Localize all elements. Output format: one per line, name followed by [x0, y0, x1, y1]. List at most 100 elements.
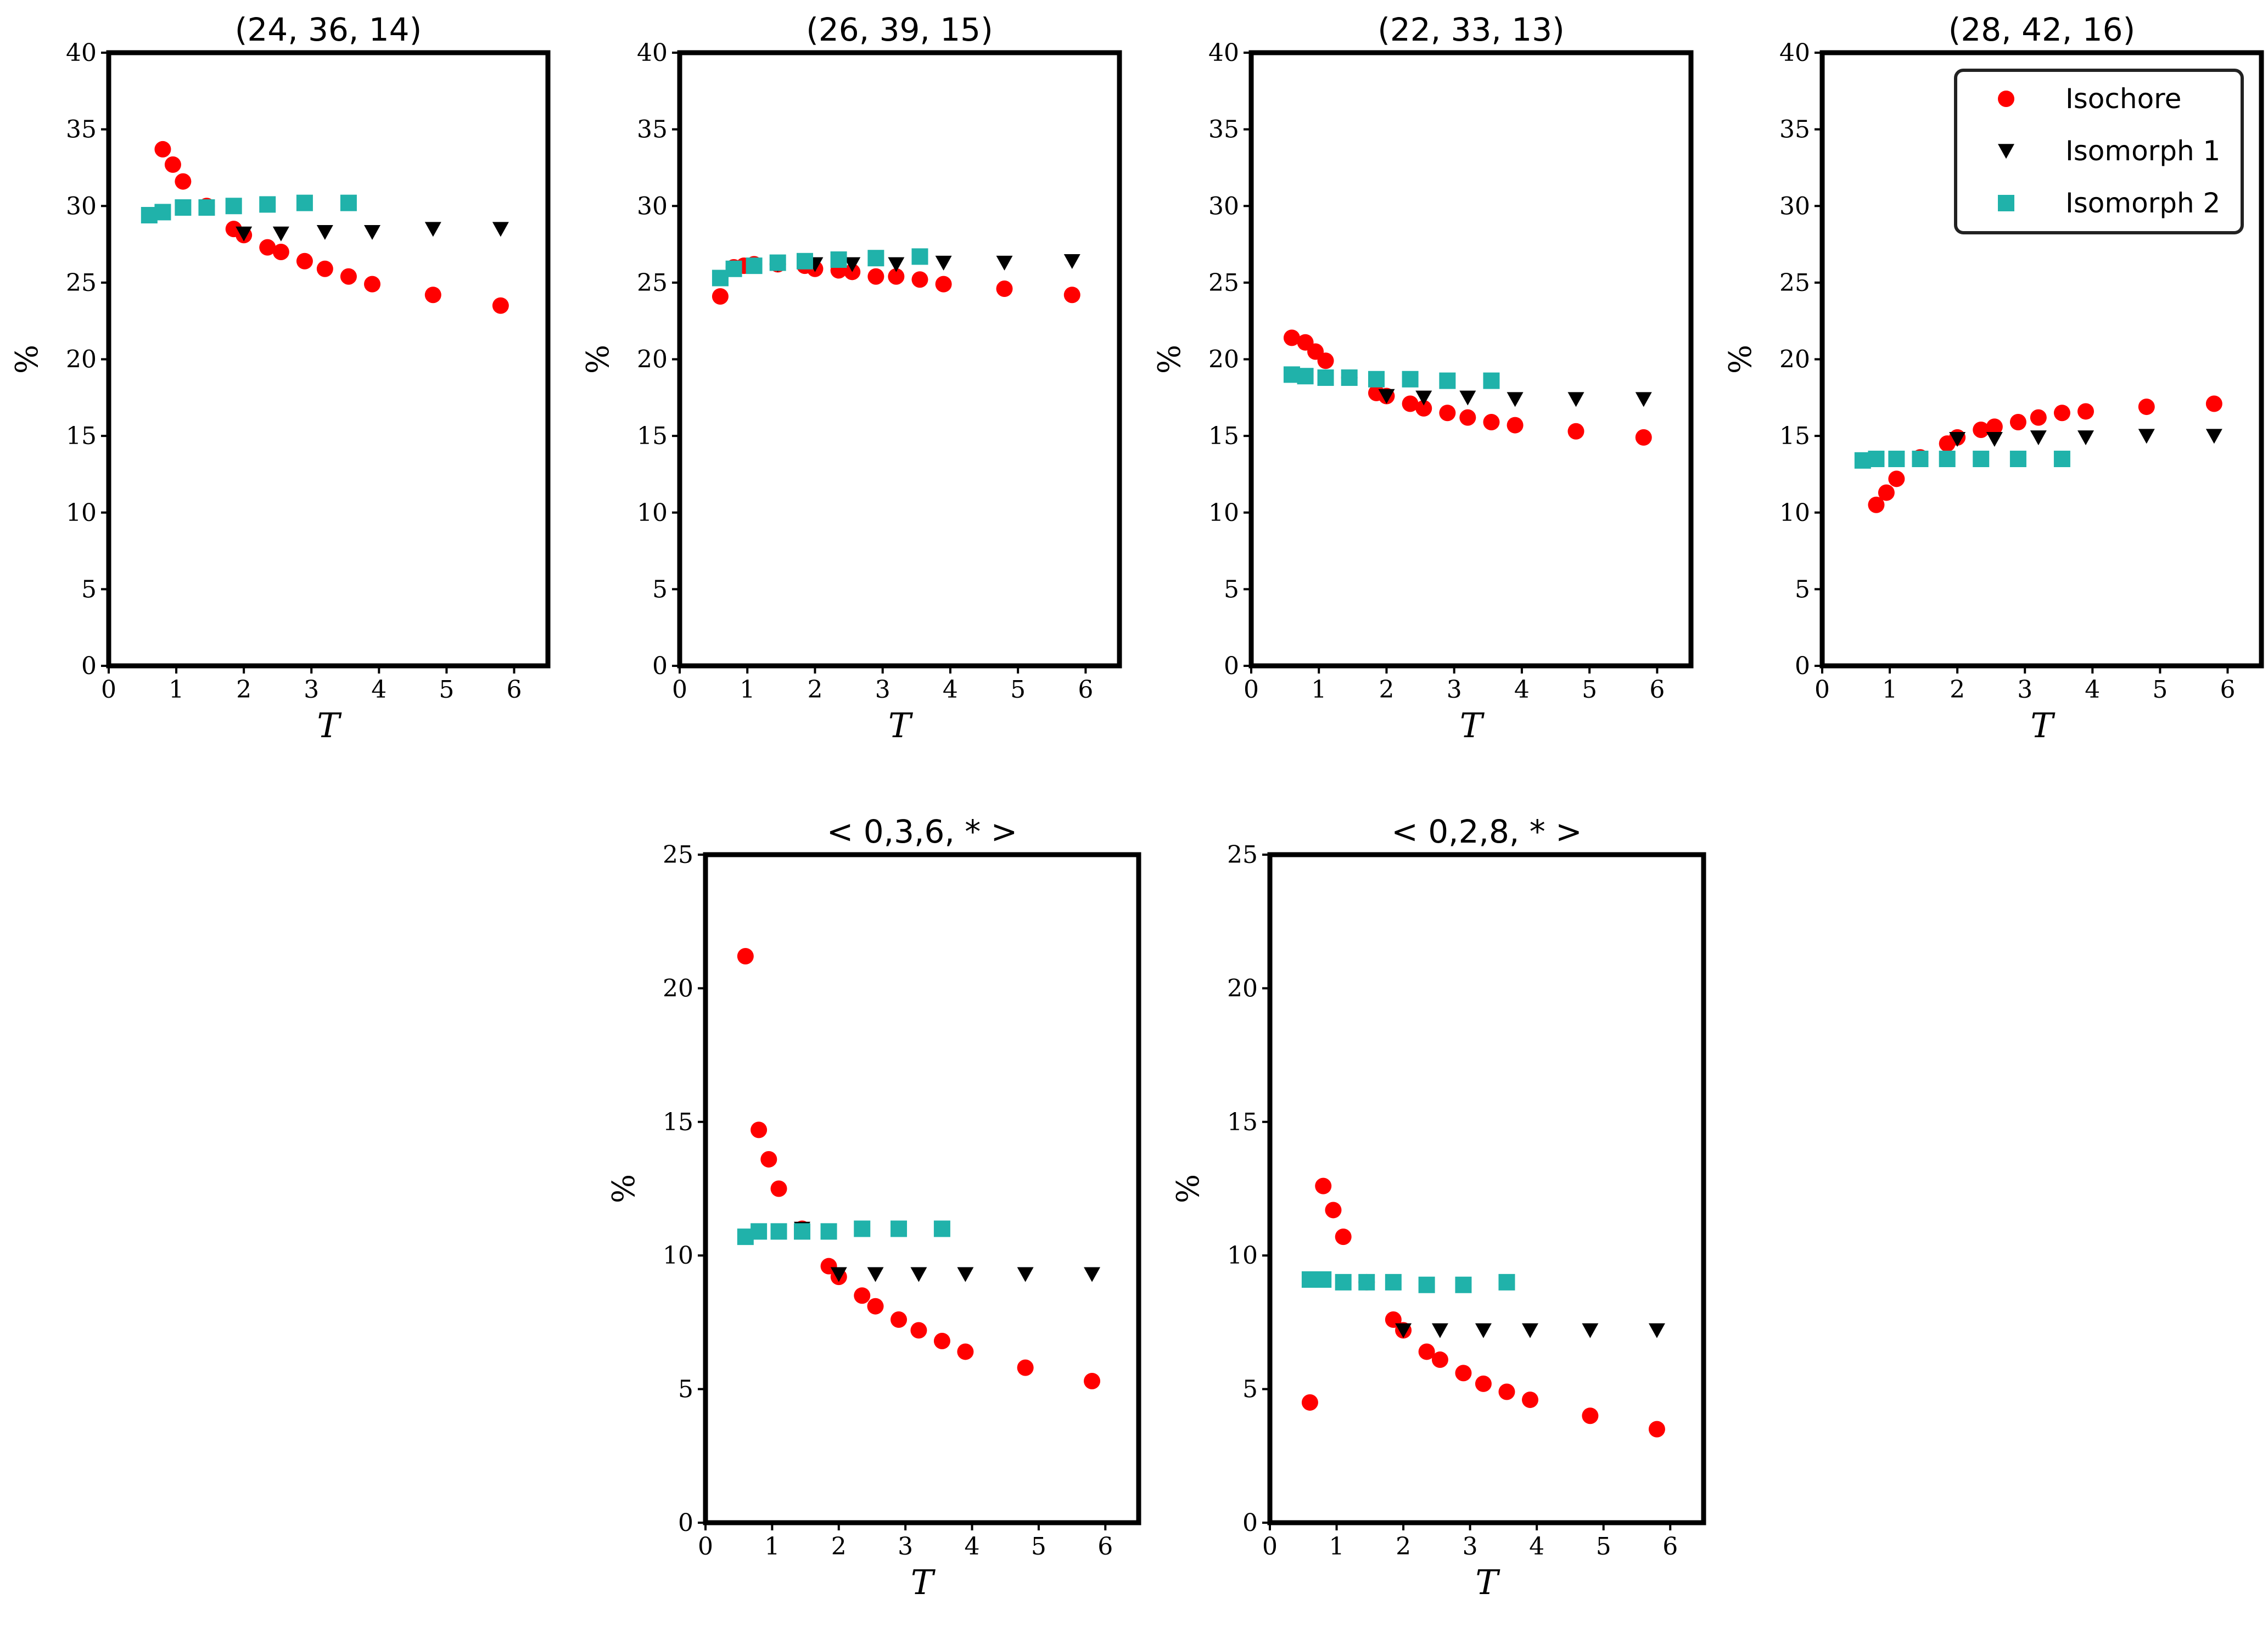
- data-point-isochore: [164, 156, 181, 173]
- data-point-isomorph-1: [1522, 1323, 1538, 1338]
- data-point-isomorph-1: [888, 257, 905, 272]
- y-axis-label: %: [9, 345, 45, 374]
- data-point-isochore: [1507, 417, 1524, 434]
- y-tick-label: 25: [66, 269, 97, 297]
- plot-frame: [1267, 852, 1706, 1525]
- data-point-isomorph-1: [1567, 392, 1584, 407]
- x-tick-label: 5: [2152, 676, 2168, 704]
- data-point-isochore: [154, 141, 171, 158]
- data-point-isochore: [364, 276, 380, 293]
- data-point-isomorph-2: [225, 198, 242, 215]
- data-point-isochore: [910, 1322, 927, 1339]
- data-point-isomorph-2: [725, 260, 742, 277]
- x-tick-label: 1: [169, 676, 184, 704]
- legend-label-isomorph-1: Isomorph 1: [2065, 135, 2220, 167]
- legend-frame: [1954, 69, 2244, 234]
- y-tick-label: 25: [663, 841, 693, 869]
- data-point-isomorph-2: [891, 1220, 908, 1237]
- y-tick-label: 35: [1779, 116, 1810, 144]
- data-point-isomorph-2: [1439, 372, 1456, 389]
- y-tick-label: 15: [1227, 1108, 1258, 1136]
- series-isomorph-2: [1854, 451, 2070, 469]
- legend-marker-isochore: [1998, 91, 2014, 107]
- data-point-isochore: [259, 239, 276, 256]
- data-point-isochore: [2138, 399, 2155, 416]
- x-tick-label: 5: [1596, 1533, 1611, 1561]
- data-point-isomorph-2: [2009, 451, 2026, 468]
- data-point-isochore: [1888, 470, 1905, 487]
- y-tick-label: 40: [66, 39, 97, 67]
- y-tick-label: 20: [1779, 346, 1810, 374]
- series-isomorph-2: [141, 194, 357, 224]
- data-point-isomorph-2: [1341, 369, 1358, 386]
- data-point-isomorph-2: [820, 1223, 837, 1240]
- legend: Isochore Isomorph 1 Isomorph 2: [1954, 69, 2244, 234]
- x-tick-label: 2: [1396, 1533, 1411, 1561]
- data-point-isomorph-1: [1475, 1323, 1492, 1338]
- data-point-isochore: [1455, 1365, 1472, 1382]
- y-tick-label: 0: [678, 1509, 693, 1537]
- y-tick-label: 5: [81, 575, 97, 603]
- x-tick-label: 6: [1097, 1533, 1113, 1561]
- y-tick-label: 25: [1779, 269, 1810, 297]
- y-tick-label: 30: [637, 192, 668, 220]
- y-tick-label: 0: [1795, 652, 1810, 680]
- data-point-isochore: [316, 260, 333, 277]
- data-point-isomorph-2: [340, 194, 357, 211]
- data-point-isomorph-2: [2053, 451, 2070, 468]
- y-tick-label: 5: [1242, 1376, 1258, 1404]
- data-point-isomorph-1: [272, 226, 289, 242]
- data-point-isomorph-1: [844, 257, 861, 272]
- data-point-isochore: [1475, 1375, 1492, 1392]
- data-point-isochore: [296, 253, 313, 270]
- x-tick-label: 0: [1244, 676, 1259, 704]
- legend-label-isomorph-2: Isomorph 2: [2065, 187, 2220, 219]
- data-point-isochore: [1084, 1372, 1101, 1389]
- data-point-isochore: [2205, 395, 2222, 412]
- data-point-isomorph-1: [2138, 429, 2155, 444]
- x-tick-label: 3: [898, 1533, 913, 1561]
- data-point-isomorph-2: [770, 1223, 787, 1240]
- data-point-isomorph-2: [1888, 451, 1905, 468]
- data-point-isomorph-2: [854, 1220, 871, 1237]
- y-tick-label: 0: [1224, 652, 1239, 680]
- data-point-isochore: [1063, 287, 1080, 304]
- data-point-isomorph-2: [830, 251, 847, 268]
- data-point-isochore: [891, 1311, 908, 1328]
- data-point-isochore: [737, 947, 754, 964]
- x-axis-label: T: [1475, 1562, 1500, 1602]
- data-point-isomorph-1: [364, 225, 380, 240]
- data-point-isochore: [1648, 1421, 1665, 1438]
- series-isochore: [1283, 329, 1652, 446]
- data-point-isochore: [1315, 1177, 1332, 1194]
- y-tick-label: 10: [663, 1242, 693, 1270]
- data-point-isochore: [911, 271, 928, 288]
- data-point-isomorph-2: [296, 194, 313, 211]
- data-point-isomorph-1: [1459, 390, 1476, 406]
- data-point-isochore: [2077, 403, 2094, 420]
- data-point-isomorph-1: [1431, 1323, 1448, 1338]
- y-tick-label: 10: [66, 499, 97, 527]
- y-tick-label: 15: [1779, 422, 1810, 450]
- plot-frame: [1248, 50, 1694, 669]
- data-point-isochore: [1973, 421, 1990, 438]
- data-point-isochore: [424, 287, 441, 304]
- data-point-isochore: [1522, 1392, 1538, 1409]
- data-point-isochore: [1325, 1202, 1342, 1219]
- chart-panel-5: < 0,3,6, * > 0 1 2 3 4 5 6 0 5 10 15 20 25 T%: [606, 813, 1141, 1602]
- data-point-isochore: [2009, 413, 2026, 430]
- x-tick-label: 3: [875, 676, 891, 704]
- x-tick-label: 6: [1662, 1533, 1678, 1561]
- x-tick-label: 3: [1463, 1533, 1478, 1561]
- data-point-isomorph-1: [2030, 430, 2047, 446]
- x-tick-label: 4: [943, 676, 958, 704]
- data-point-isochore: [1301, 1394, 1318, 1411]
- data-point-isochore: [867, 268, 884, 285]
- data-point-isochore: [2053, 405, 2070, 422]
- data-point-isochore: [272, 244, 289, 261]
- y-tick-label: 10: [637, 499, 668, 527]
- x-tick-label: 5: [1010, 676, 1026, 704]
- series-isochore: [1868, 395, 2222, 513]
- data-point-isochore: [1459, 409, 1476, 426]
